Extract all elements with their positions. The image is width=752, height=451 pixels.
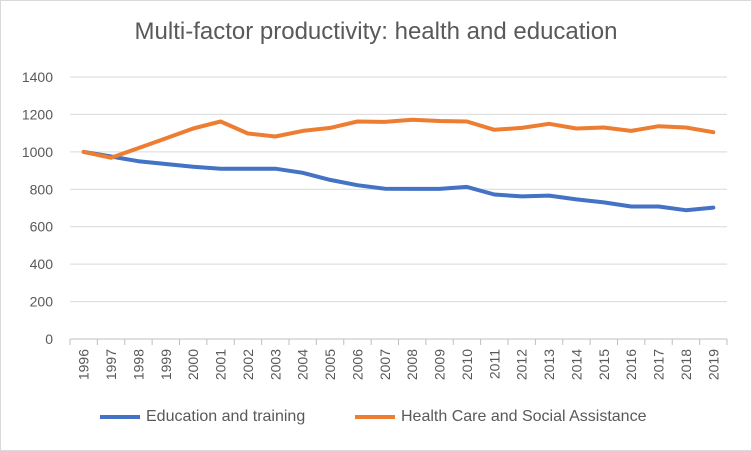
x-tick-label-2000: 2000 <box>185 349 201 380</box>
chart-title: Multi-factor productivity: health and ed… <box>134 18 618 45</box>
x-tick-label-1998: 1998 <box>130 349 146 380</box>
x-tick-label-2013: 2013 <box>541 349 557 380</box>
legend-item-education: Education and training <box>100 408 305 426</box>
x-tick-label-2014: 2014 <box>568 349 584 380</box>
x-tick-label-2005: 2005 <box>322 349 338 380</box>
x-tick-label-2010: 2010 <box>459 349 475 380</box>
legend-swatch-health <box>355 415 395 419</box>
x-tick-label-2003: 2003 <box>267 349 283 380</box>
series-line-0 <box>81 149 716 213</box>
x-tick-label-2012: 2012 <box>514 349 530 380</box>
series-line-1 <box>81 117 716 160</box>
x-tick-label-2017: 2017 <box>651 349 667 380</box>
y-tick-label-1200: 1200 <box>22 106 53 122</box>
y-tick-label-1000: 1000 <box>22 144 53 160</box>
x-tick-label-1997: 1997 <box>103 349 119 380</box>
x-tick-label-2019: 2019 <box>705 349 721 380</box>
legend-label-education: Education and training <box>146 408 306 425</box>
x-tick-label-2004: 2004 <box>295 349 311 380</box>
legend-item-health: Health Care and Social Assistance <box>355 408 646 426</box>
x-tick-label-2015: 2015 <box>596 349 612 380</box>
x-tick-label-2007: 2007 <box>377 349 393 380</box>
x-tick-label-2011: 2011 <box>486 349 502 379</box>
x-tick-label-1996: 1996 <box>76 349 92 380</box>
y-tick-label-800: 800 <box>30 181 54 197</box>
x-tick-label-2018: 2018 <box>678 349 694 380</box>
x-tick-label-1999: 1999 <box>158 349 174 380</box>
x-tick-label-2006: 2006 <box>349 349 365 380</box>
y-tick-label-0: 0 <box>45 331 53 347</box>
x-tick-label-2002: 2002 <box>240 349 256 380</box>
chart-legend: Education and training Health Care and S… <box>0 408 752 432</box>
x-tick-label-2001: 2001 <box>213 349 229 380</box>
y-tick-label-600: 600 <box>30 219 54 235</box>
legend-label-health: Health Care and Social Assistance <box>401 408 647 425</box>
x-tick-label-2016: 2016 <box>623 349 639 380</box>
x-tick-label-2009: 2009 <box>432 349 448 380</box>
y-tick-label-400: 400 <box>30 256 54 272</box>
legend-swatch-education <box>100 415 140 419</box>
x-tick-label-2008: 2008 <box>404 349 420 380</box>
y-tick-label-200: 200 <box>30 294 54 310</box>
y-tick-label-1400: 1400 <box>22 69 53 85</box>
